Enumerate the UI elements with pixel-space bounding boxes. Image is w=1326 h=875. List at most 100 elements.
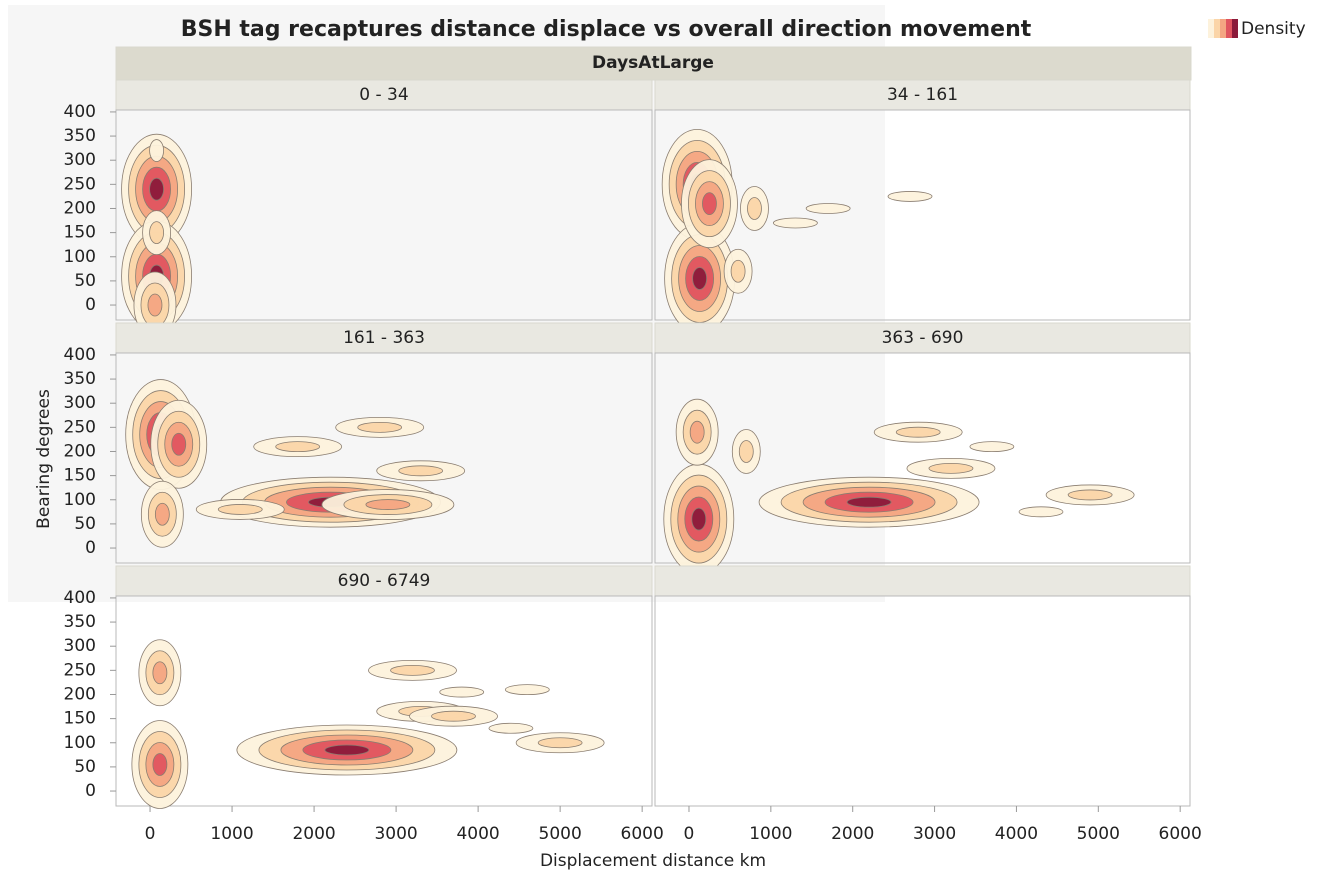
density-contour bbox=[431, 710, 476, 722]
y-tick-label: 100 bbox=[64, 490, 96, 510]
y-tick-label: 350 bbox=[64, 126, 96, 146]
x-tick-label: 2000 bbox=[292, 824, 335, 844]
y-tick-label: 50 bbox=[74, 271, 96, 291]
legend-swatch bbox=[1214, 19, 1220, 38]
y-tick-label: 400 bbox=[64, 345, 96, 365]
y-tick-label: 200 bbox=[64, 441, 96, 461]
density-contour bbox=[171, 432, 187, 456]
y-tick-label: 150 bbox=[64, 466, 96, 486]
density-contour bbox=[702, 192, 717, 216]
facet-label: DaysAtLarge bbox=[592, 53, 714, 73]
legend-swatch bbox=[1226, 19, 1232, 38]
x-tick-label: 5000 bbox=[1077, 824, 1120, 844]
panel-frame bbox=[115, 109, 653, 321]
density-contour bbox=[747, 197, 762, 220]
facet-strip bbox=[115, 79, 653, 111]
facet-strip-label: 363 - 690 bbox=[882, 328, 964, 348]
density-contour bbox=[537, 737, 583, 749]
x-tick-label: 6000 bbox=[621, 824, 664, 844]
y-tick-label: 50 bbox=[74, 514, 96, 534]
legend-title: Density bbox=[1241, 19, 1306, 39]
density-contour bbox=[773, 217, 818, 229]
density-contour bbox=[887, 191, 933, 202]
density-contour bbox=[846, 496, 892, 508]
x-tick-label: 0 bbox=[684, 824, 695, 844]
x-axis-label: Displacement distance km bbox=[540, 851, 766, 871]
x-tick-label: 3000 bbox=[374, 824, 417, 844]
density-contour bbox=[1018, 506, 1064, 518]
density-contour bbox=[152, 753, 168, 776]
facet-strip bbox=[654, 565, 1191, 597]
legend-swatch bbox=[1208, 19, 1214, 38]
panel-frame bbox=[115, 352, 653, 564]
x-tick-label: 6000 bbox=[1159, 824, 1202, 844]
y-tick-label: 200 bbox=[64, 198, 96, 218]
y-tick-label: 150 bbox=[64, 709, 96, 729]
y-tick-label: 0 bbox=[85, 781, 96, 801]
facet-strip bbox=[115, 322, 653, 354]
density-contour bbox=[691, 507, 707, 531]
x-tick-label: 0 bbox=[145, 824, 156, 844]
density-contour bbox=[439, 686, 485, 698]
density-contour bbox=[149, 139, 164, 162]
y-tick-label: 200 bbox=[64, 684, 96, 704]
density-contour bbox=[154, 502, 170, 526]
facet-strip-label: 34 - 161 bbox=[887, 85, 958, 105]
density-contour bbox=[152, 661, 168, 685]
legend-swatch bbox=[1220, 19, 1226, 38]
y-tick-label: 50 bbox=[74, 757, 96, 777]
density-contour bbox=[365, 499, 411, 510]
facet-strip-label: 690 - 6749 bbox=[338, 571, 431, 591]
y-tick-label: 150 bbox=[64, 223, 96, 243]
density-contour bbox=[504, 684, 550, 696]
density-contour bbox=[398, 465, 444, 477]
x-tick-label: 5000 bbox=[539, 824, 582, 844]
y-tick-label: 250 bbox=[64, 660, 96, 680]
facet-strip bbox=[115, 565, 653, 597]
density-contour bbox=[969, 441, 1015, 453]
y-tick-label: 250 bbox=[64, 174, 96, 194]
x-tick-label: 4000 bbox=[995, 824, 1038, 844]
panel-frame bbox=[115, 595, 653, 807]
density-contour bbox=[149, 221, 164, 245]
y-tick-label: 400 bbox=[64, 588, 96, 608]
panel-frame bbox=[654, 109, 1191, 321]
x-tick-label: 1000 bbox=[210, 824, 253, 844]
legend-swatch bbox=[1232, 19, 1238, 38]
panel-frame bbox=[654, 595, 1191, 807]
y-tick-label: 400 bbox=[64, 102, 96, 122]
density-contour bbox=[357, 421, 403, 433]
density-contour bbox=[805, 203, 851, 214]
y-tick-label: 300 bbox=[64, 150, 96, 170]
x-tick-label: 4000 bbox=[456, 824, 499, 844]
facet-strip bbox=[654, 79, 1191, 111]
y-tick-label: 300 bbox=[64, 636, 96, 656]
facet-header bbox=[115, 46, 1192, 81]
y-tick-label: 300 bbox=[64, 393, 96, 413]
x-tick-label: 1000 bbox=[749, 824, 792, 844]
density-contour bbox=[692, 267, 708, 290]
y-tick-label: 0 bbox=[85, 295, 96, 315]
density-contour bbox=[928, 462, 974, 474]
y-axis-label: Bearing degrees bbox=[34, 389, 54, 529]
facet-strip-label: 161 - 363 bbox=[343, 328, 425, 348]
facet-strip-label: 0 - 34 bbox=[359, 85, 408, 105]
density-contour bbox=[895, 426, 941, 438]
density-contour bbox=[275, 441, 321, 453]
density-contour bbox=[488, 722, 534, 734]
y-tick-label: 100 bbox=[64, 733, 96, 753]
density-contour bbox=[217, 504, 263, 515]
density-contour bbox=[689, 420, 705, 444]
density-contour bbox=[738, 440, 754, 463]
density-contour bbox=[390, 664, 435, 676]
y-tick-label: 100 bbox=[64, 247, 96, 267]
y-tick-label: 250 bbox=[64, 417, 96, 437]
density-contour bbox=[147, 293, 163, 317]
y-tick-label: 350 bbox=[64, 369, 96, 389]
panel-frame bbox=[654, 352, 1191, 564]
density-contour bbox=[324, 744, 370, 756]
density-contour bbox=[1067, 489, 1113, 501]
y-tick-label: 0 bbox=[85, 538, 96, 558]
y-tick-label: 350 bbox=[64, 612, 96, 632]
